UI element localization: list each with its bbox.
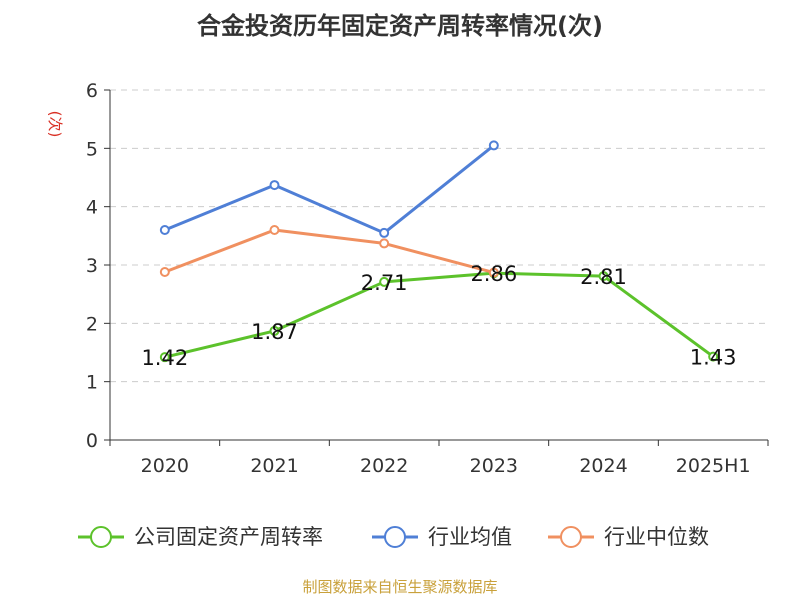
chart-title: 合金投资历年固定资产周转率情况(次) xyxy=(197,12,603,40)
series-point-2 xyxy=(379,227,390,238)
y-tick-label: 4 xyxy=(86,197,98,219)
data-label: 2.71 xyxy=(361,271,408,295)
series-point-3 xyxy=(488,267,499,278)
series-point-2 xyxy=(269,180,280,191)
y-tick-label: 3 xyxy=(86,255,98,277)
y-tick-label: 6 xyxy=(86,80,98,102)
legend-marker-3 xyxy=(560,526,582,548)
series-point-3 xyxy=(269,225,280,235)
data-label: 2.81 xyxy=(580,265,627,289)
legend-marker-1 xyxy=(90,526,112,548)
legend-marker-2 xyxy=(384,526,406,548)
series-point-2 xyxy=(159,225,170,235)
data-label: 1.87 xyxy=(251,320,298,344)
x-tick-label: 2024 xyxy=(579,455,627,477)
x-tick-label: 2021 xyxy=(250,455,298,477)
y-tick-label: 0 xyxy=(86,430,98,452)
y-tick-label: 5 xyxy=(86,138,98,160)
y-tick-label: 1 xyxy=(86,372,98,394)
series-point-1 xyxy=(269,325,280,336)
series-point-3 xyxy=(159,267,170,277)
series-line-3 xyxy=(164,228,495,275)
legend-label-3: 行业中位数 xyxy=(604,525,709,549)
legend-label-1: 公司固定资产周转率 xyxy=(134,525,323,549)
data-label: 1.43 xyxy=(690,346,737,370)
series-line-1 xyxy=(164,271,715,359)
y-axis-label: (次) xyxy=(46,111,64,138)
series-point-1 xyxy=(379,276,390,287)
legend-label-2: 行业均值 xyxy=(428,525,512,549)
source-note: 制图数据来自恒生聚源数据库 xyxy=(302,578,498,596)
y-tick-label: 2 xyxy=(86,313,98,335)
series-point-1 xyxy=(708,351,719,362)
x-tick-label: 2020 xyxy=(141,455,189,477)
series-line-2 xyxy=(164,144,495,235)
x-tick-label: 2025H1 xyxy=(676,455,751,477)
series-point-2 xyxy=(488,140,499,151)
series-point-1 xyxy=(598,271,609,282)
series-point-3 xyxy=(379,238,390,249)
data-label: 2.86 xyxy=(470,262,517,286)
x-tick-label: 2022 xyxy=(360,455,408,477)
x-tick-label: 2023 xyxy=(470,455,518,477)
series-point-1 xyxy=(159,352,170,363)
data-label: 1.42 xyxy=(141,346,188,370)
